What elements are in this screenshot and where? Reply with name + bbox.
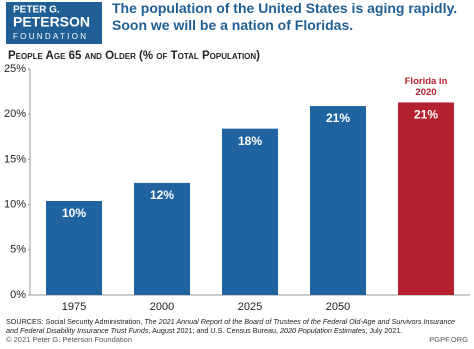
value-label: 21% [326, 111, 350, 125]
bar [46, 200, 102, 295]
source-text: The 2021 Annual Report of the Board of T… [6, 317, 456, 335]
sources: SOURCES: Social Security Administration,… [6, 317, 468, 335]
value-label: 18% [238, 134, 262, 148]
source-text: 2020 Population Estimates [279, 326, 366, 335]
x-tick-label: 2050 [326, 301, 350, 313]
chart-subtitle: People Age 65 and Older (% of Total Popu… [8, 50, 260, 62]
title-box: The population of the United States is a… [112, 0, 458, 33]
x-tick-label: 1975 [62, 301, 86, 313]
y-tick-label: 0% [10, 289, 26, 301]
logo-text: PETERSON [13, 14, 90, 30]
value-label: 12% [150, 188, 174, 202]
annotation: Florida in 2020 [404, 76, 448, 99]
bar [398, 102, 454, 295]
source-text: , August 2021; and U.S. Census Bureau, [148, 326, 280, 335]
y-tick-label: 15% [4, 153, 26, 165]
y-tick-label: 5% [10, 244, 26, 256]
value-label: 10% [62, 206, 86, 220]
chart-title: The population of the United States is a… [112, 0, 458, 33]
logo-box [6, 2, 102, 44]
y-tick-label: 25% [4, 63, 26, 75]
x-tick-label: 2000 [150, 301, 174, 313]
y-tick-label: 10% [4, 199, 26, 211]
footer-right: PGPF.ORG [429, 335, 468, 344]
annotation-box: Florida in 2020 [404, 76, 448, 99]
bar [222, 128, 278, 295]
logo-text: FOUNDATION [13, 32, 88, 41]
source-text: SOURCES: Social Security Administration, [6, 317, 145, 326]
x-tick-label: 2025 [238, 301, 262, 313]
value-label: 21% [414, 108, 438, 122]
bar [310, 106, 366, 296]
y-tick-label: 20% [4, 108, 26, 120]
footer-left: © 2021 Peter G. Peterson Foundation [6, 335, 132, 344]
source-text: , July 2021. [365, 326, 403, 335]
bar [134, 182, 190, 295]
logo-text: PETER G. [13, 5, 60, 16]
